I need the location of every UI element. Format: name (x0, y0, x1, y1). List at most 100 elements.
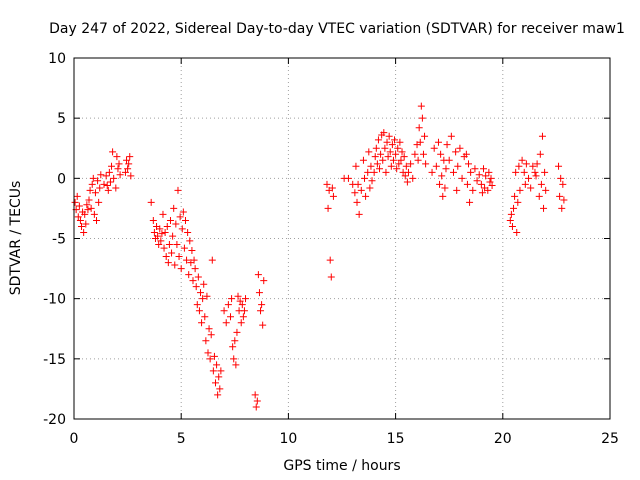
data-point (514, 198, 522, 206)
data-point (76, 216, 84, 224)
data-point (149, 216, 157, 224)
data-point (91, 189, 99, 197)
data-point (366, 184, 374, 192)
data-point (150, 228, 158, 236)
x-tick-label: 15 (387, 431, 405, 447)
data-point (201, 313, 209, 321)
data-point (328, 184, 336, 192)
data-point (478, 189, 486, 197)
data-point (126, 153, 134, 161)
data-point (194, 273, 202, 281)
data-point (400, 153, 408, 161)
data-point (220, 307, 228, 315)
data-point (538, 132, 546, 140)
data-point (75, 202, 83, 210)
data-point (82, 220, 90, 228)
data-point (329, 192, 337, 200)
data-point (535, 192, 543, 200)
data-point (357, 186, 365, 194)
y-tick-label: 0 (57, 171, 66, 187)
data-point (124, 165, 132, 173)
data-point (238, 301, 246, 309)
data-point (560, 196, 568, 204)
data-point (181, 216, 189, 224)
data-point (488, 182, 496, 190)
data-point (71, 198, 79, 206)
data-point (368, 177, 376, 185)
data-point (403, 178, 411, 186)
data-point (411, 150, 419, 158)
data-point (508, 222, 516, 230)
data-point (207, 331, 215, 339)
data-point (186, 237, 194, 245)
data-point (466, 198, 474, 206)
data-point (192, 283, 200, 291)
data-point (165, 241, 173, 249)
data-point (376, 165, 384, 173)
data-point (533, 160, 541, 168)
data-point (80, 228, 88, 236)
data-point (112, 184, 120, 192)
data-point (351, 189, 359, 197)
data-point (81, 210, 89, 218)
data-point (398, 148, 406, 156)
data-point (171, 261, 179, 269)
x-tick-label: 20 (494, 431, 512, 447)
data-point (404, 168, 412, 176)
data-point (409, 174, 417, 182)
data-point (365, 148, 373, 156)
data-point (100, 180, 108, 188)
data-point (559, 180, 567, 188)
data-point (236, 297, 244, 305)
data-point (518, 156, 526, 164)
data-point (125, 160, 133, 168)
data-point (202, 337, 210, 345)
data-point (175, 253, 183, 261)
data-point (525, 174, 533, 182)
data-point (195, 307, 203, 315)
data-point (253, 397, 261, 405)
data-point (416, 138, 424, 146)
data-point (233, 328, 241, 336)
data-point (442, 165, 450, 173)
data-point (157, 237, 165, 245)
data-point (373, 160, 381, 168)
data-point (170, 204, 178, 212)
data-point (74, 213, 82, 221)
data-point (418, 114, 426, 122)
data-point (436, 180, 444, 188)
data-point (370, 168, 378, 176)
data-point (445, 156, 453, 164)
data-point (326, 256, 334, 264)
data-point (203, 292, 211, 300)
data-point (477, 180, 485, 188)
data-point (164, 259, 172, 267)
data-point (540, 204, 548, 212)
data-point (537, 180, 545, 188)
data-point (196, 289, 204, 297)
data-point (381, 144, 389, 152)
data-point (394, 144, 402, 152)
y-axis-label: SDTVAR / TECUs (8, 181, 24, 296)
data-point (156, 225, 164, 233)
data-point (437, 150, 445, 158)
data-point (251, 391, 259, 399)
data-point (231, 337, 239, 345)
data-point (443, 141, 451, 149)
data-point (174, 186, 182, 194)
data-point (453, 186, 461, 194)
data-point (361, 174, 369, 182)
data-point (323, 180, 331, 188)
data-point (208, 256, 216, 264)
data-point (193, 301, 201, 309)
data-point (255, 289, 263, 297)
data-point (473, 177, 481, 185)
data-point (95, 198, 103, 206)
data-point (227, 313, 235, 321)
data-point (179, 208, 187, 216)
x-tick-label: 10 (279, 431, 297, 447)
data-point (86, 186, 94, 194)
data-point (217, 367, 225, 375)
data-point (532, 172, 540, 180)
